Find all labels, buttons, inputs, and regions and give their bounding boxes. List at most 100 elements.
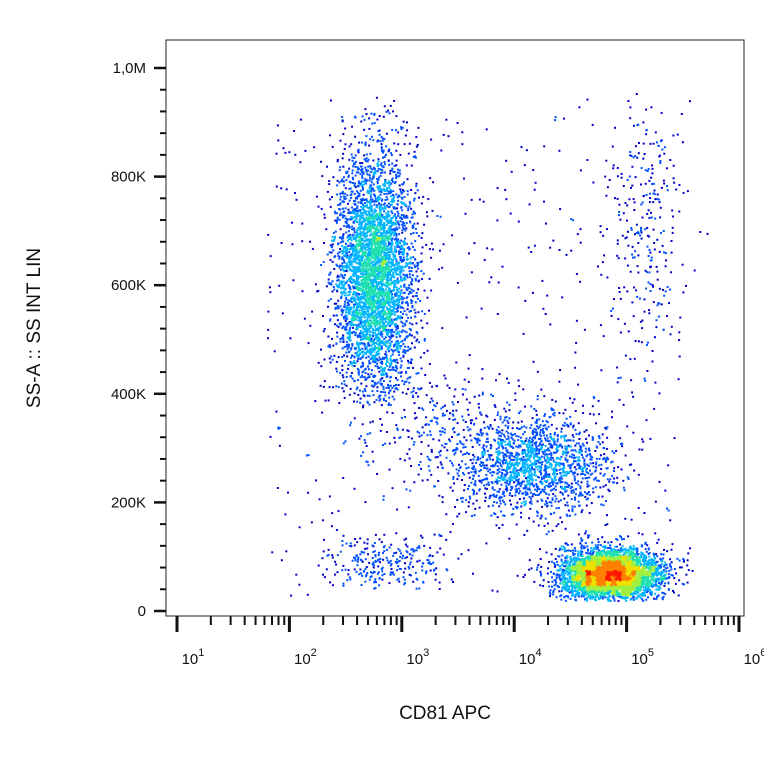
scatter-point xyxy=(346,317,349,320)
scatter-point xyxy=(355,388,358,391)
scatter-point xyxy=(390,309,393,312)
scatter-point xyxy=(412,295,415,298)
scatter-point xyxy=(395,300,398,303)
scatter-point xyxy=(394,266,397,269)
scatter-point xyxy=(369,330,372,333)
scatter-point xyxy=(397,245,400,248)
scatter-point xyxy=(399,293,402,296)
scatter-point xyxy=(331,196,333,199)
scatter-point xyxy=(349,360,352,363)
scatter-point xyxy=(417,261,420,264)
scatter-point xyxy=(370,245,373,248)
scatter-point xyxy=(404,229,407,232)
scatter-point xyxy=(347,234,350,237)
scatter-point xyxy=(581,562,584,565)
scatter-point xyxy=(361,313,364,316)
scatter-point xyxy=(402,269,405,272)
scatter-point xyxy=(347,284,350,287)
scatter-point xyxy=(367,238,369,241)
scatter-point xyxy=(636,549,639,552)
scatter-point xyxy=(353,296,355,299)
scatter-point xyxy=(372,319,375,321)
scatter-point xyxy=(396,342,399,345)
scatter-point xyxy=(387,284,390,287)
scatter-point xyxy=(399,242,401,245)
scatter-point xyxy=(393,343,396,346)
scatter-point xyxy=(372,290,375,293)
scatter-point xyxy=(354,265,357,268)
scatter-point xyxy=(359,201,362,204)
scatter-point xyxy=(392,255,395,258)
scatter-point xyxy=(413,346,416,349)
scatter-point xyxy=(374,329,377,332)
scatter-point xyxy=(368,277,371,280)
scatter-point xyxy=(363,239,366,242)
scatter-point xyxy=(351,125,353,128)
scatter-point xyxy=(334,235,337,238)
scatter-point xyxy=(380,276,383,279)
scatter-point xyxy=(375,204,378,207)
scatter-point xyxy=(401,229,404,232)
scatter-point xyxy=(396,309,399,312)
scatter-point xyxy=(367,213,370,216)
scatter-point xyxy=(381,274,384,277)
scatter-point xyxy=(345,325,348,328)
scatter-point xyxy=(387,257,390,260)
scatter-point xyxy=(339,203,342,206)
scatter-point xyxy=(362,186,364,189)
scatter-point xyxy=(358,221,361,224)
scatter-point xyxy=(360,200,363,202)
scatter-point xyxy=(367,277,370,280)
scatter-point xyxy=(395,272,398,275)
scatter-point xyxy=(371,227,374,229)
scatter-point xyxy=(361,253,364,256)
scatter-point xyxy=(592,551,595,554)
scatter-point xyxy=(395,259,398,262)
scatter-point xyxy=(364,372,367,374)
scatter-point xyxy=(358,299,361,302)
scatter-point xyxy=(393,311,396,314)
scatter-point xyxy=(382,156,384,159)
scatter-point xyxy=(397,290,400,293)
scatter-point xyxy=(379,325,382,328)
scatter-point xyxy=(415,322,418,325)
scatter-point xyxy=(380,267,383,270)
scatter-point xyxy=(409,276,412,279)
scatter-point xyxy=(375,351,378,354)
scatter-point xyxy=(406,367,409,369)
scatter-point xyxy=(364,246,367,249)
scatter-point xyxy=(397,265,400,268)
scatter-point xyxy=(362,214,365,217)
scatter-point xyxy=(391,162,394,165)
scatter-point xyxy=(356,257,359,260)
scatter-point xyxy=(384,255,387,258)
scatter-point xyxy=(360,300,363,303)
scatter-point xyxy=(383,370,386,373)
scatter-point xyxy=(392,206,395,209)
scatter-point xyxy=(377,350,380,353)
scatter-point xyxy=(403,242,406,245)
scatter-point xyxy=(338,266,341,269)
scatter-point xyxy=(333,302,336,305)
scatter-point xyxy=(401,322,404,325)
scatter-point xyxy=(352,309,355,312)
scatter-point xyxy=(357,239,360,242)
scatter-point xyxy=(402,256,405,259)
scatter-point xyxy=(366,295,368,298)
scatter-point xyxy=(397,238,400,241)
scatter-point xyxy=(609,547,612,550)
scatter-point xyxy=(378,251,381,254)
scatter-point xyxy=(350,356,352,359)
scatter-point xyxy=(375,261,378,264)
scatter-point xyxy=(375,293,378,296)
scatter-point xyxy=(361,208,364,211)
scatter-point xyxy=(386,361,389,364)
scatter-point xyxy=(363,251,366,254)
scatter-point xyxy=(405,214,408,217)
scatter-point xyxy=(393,288,396,291)
scatter-point xyxy=(365,356,368,359)
scatter-point xyxy=(340,291,343,294)
scatter-point xyxy=(374,274,377,277)
scatter-point xyxy=(378,352,381,355)
scatter-point xyxy=(366,235,369,238)
